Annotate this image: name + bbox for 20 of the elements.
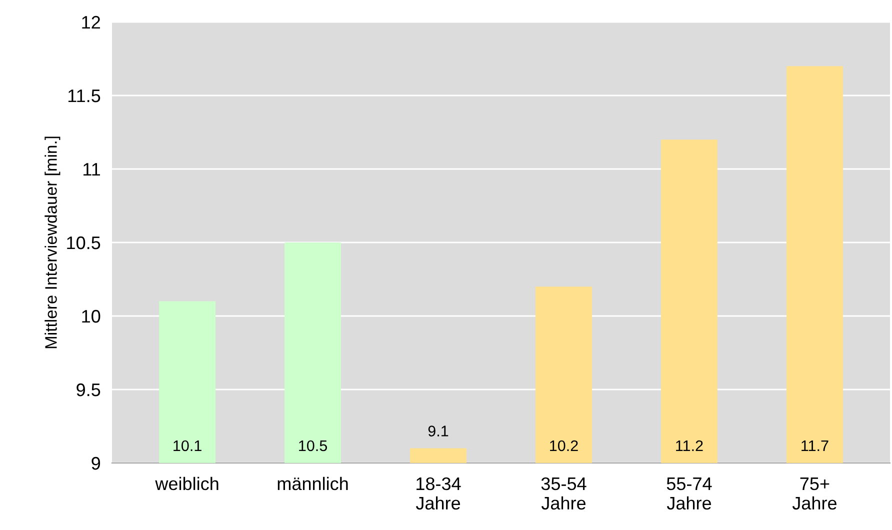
x-tick-label: 55-74 Jahre: [666, 478, 712, 510]
data-label: 10.1: [174, 440, 202, 452]
x-tick-label: 18-34 Jahre: [416, 477, 461, 510]
data-label: 11.7: [802, 440, 828, 452]
data-label: 10.5: [299, 440, 328, 452]
y-tick-label: 9: [92, 456, 100, 470]
data-label: 9.1: [428, 426, 448, 436]
y-tick-label: 10.5: [67, 236, 100, 250]
y-tick-label: 10: [82, 310, 100, 323]
y-axis-title: Mittlere Interviewdauer [min.]: [44, 136, 60, 348]
y-tick-label: 12: [82, 16, 100, 29]
x-tick-label: männlich: [278, 476, 348, 490]
data-label: 10.2: [550, 440, 578, 452]
x-tick-label: 35-54 Jahre: [541, 477, 586, 510]
y-tick-label: 9.5: [76, 383, 100, 396]
x-tick-label: weiblich: [155, 476, 218, 490]
y-tick-label: 11.5: [68, 90, 100, 102]
x-tick-label: 75+ Jahre: [792, 478, 836, 510]
y-tick-label: 11: [84, 163, 100, 176]
data-label: 11.2: [676, 440, 703, 452]
